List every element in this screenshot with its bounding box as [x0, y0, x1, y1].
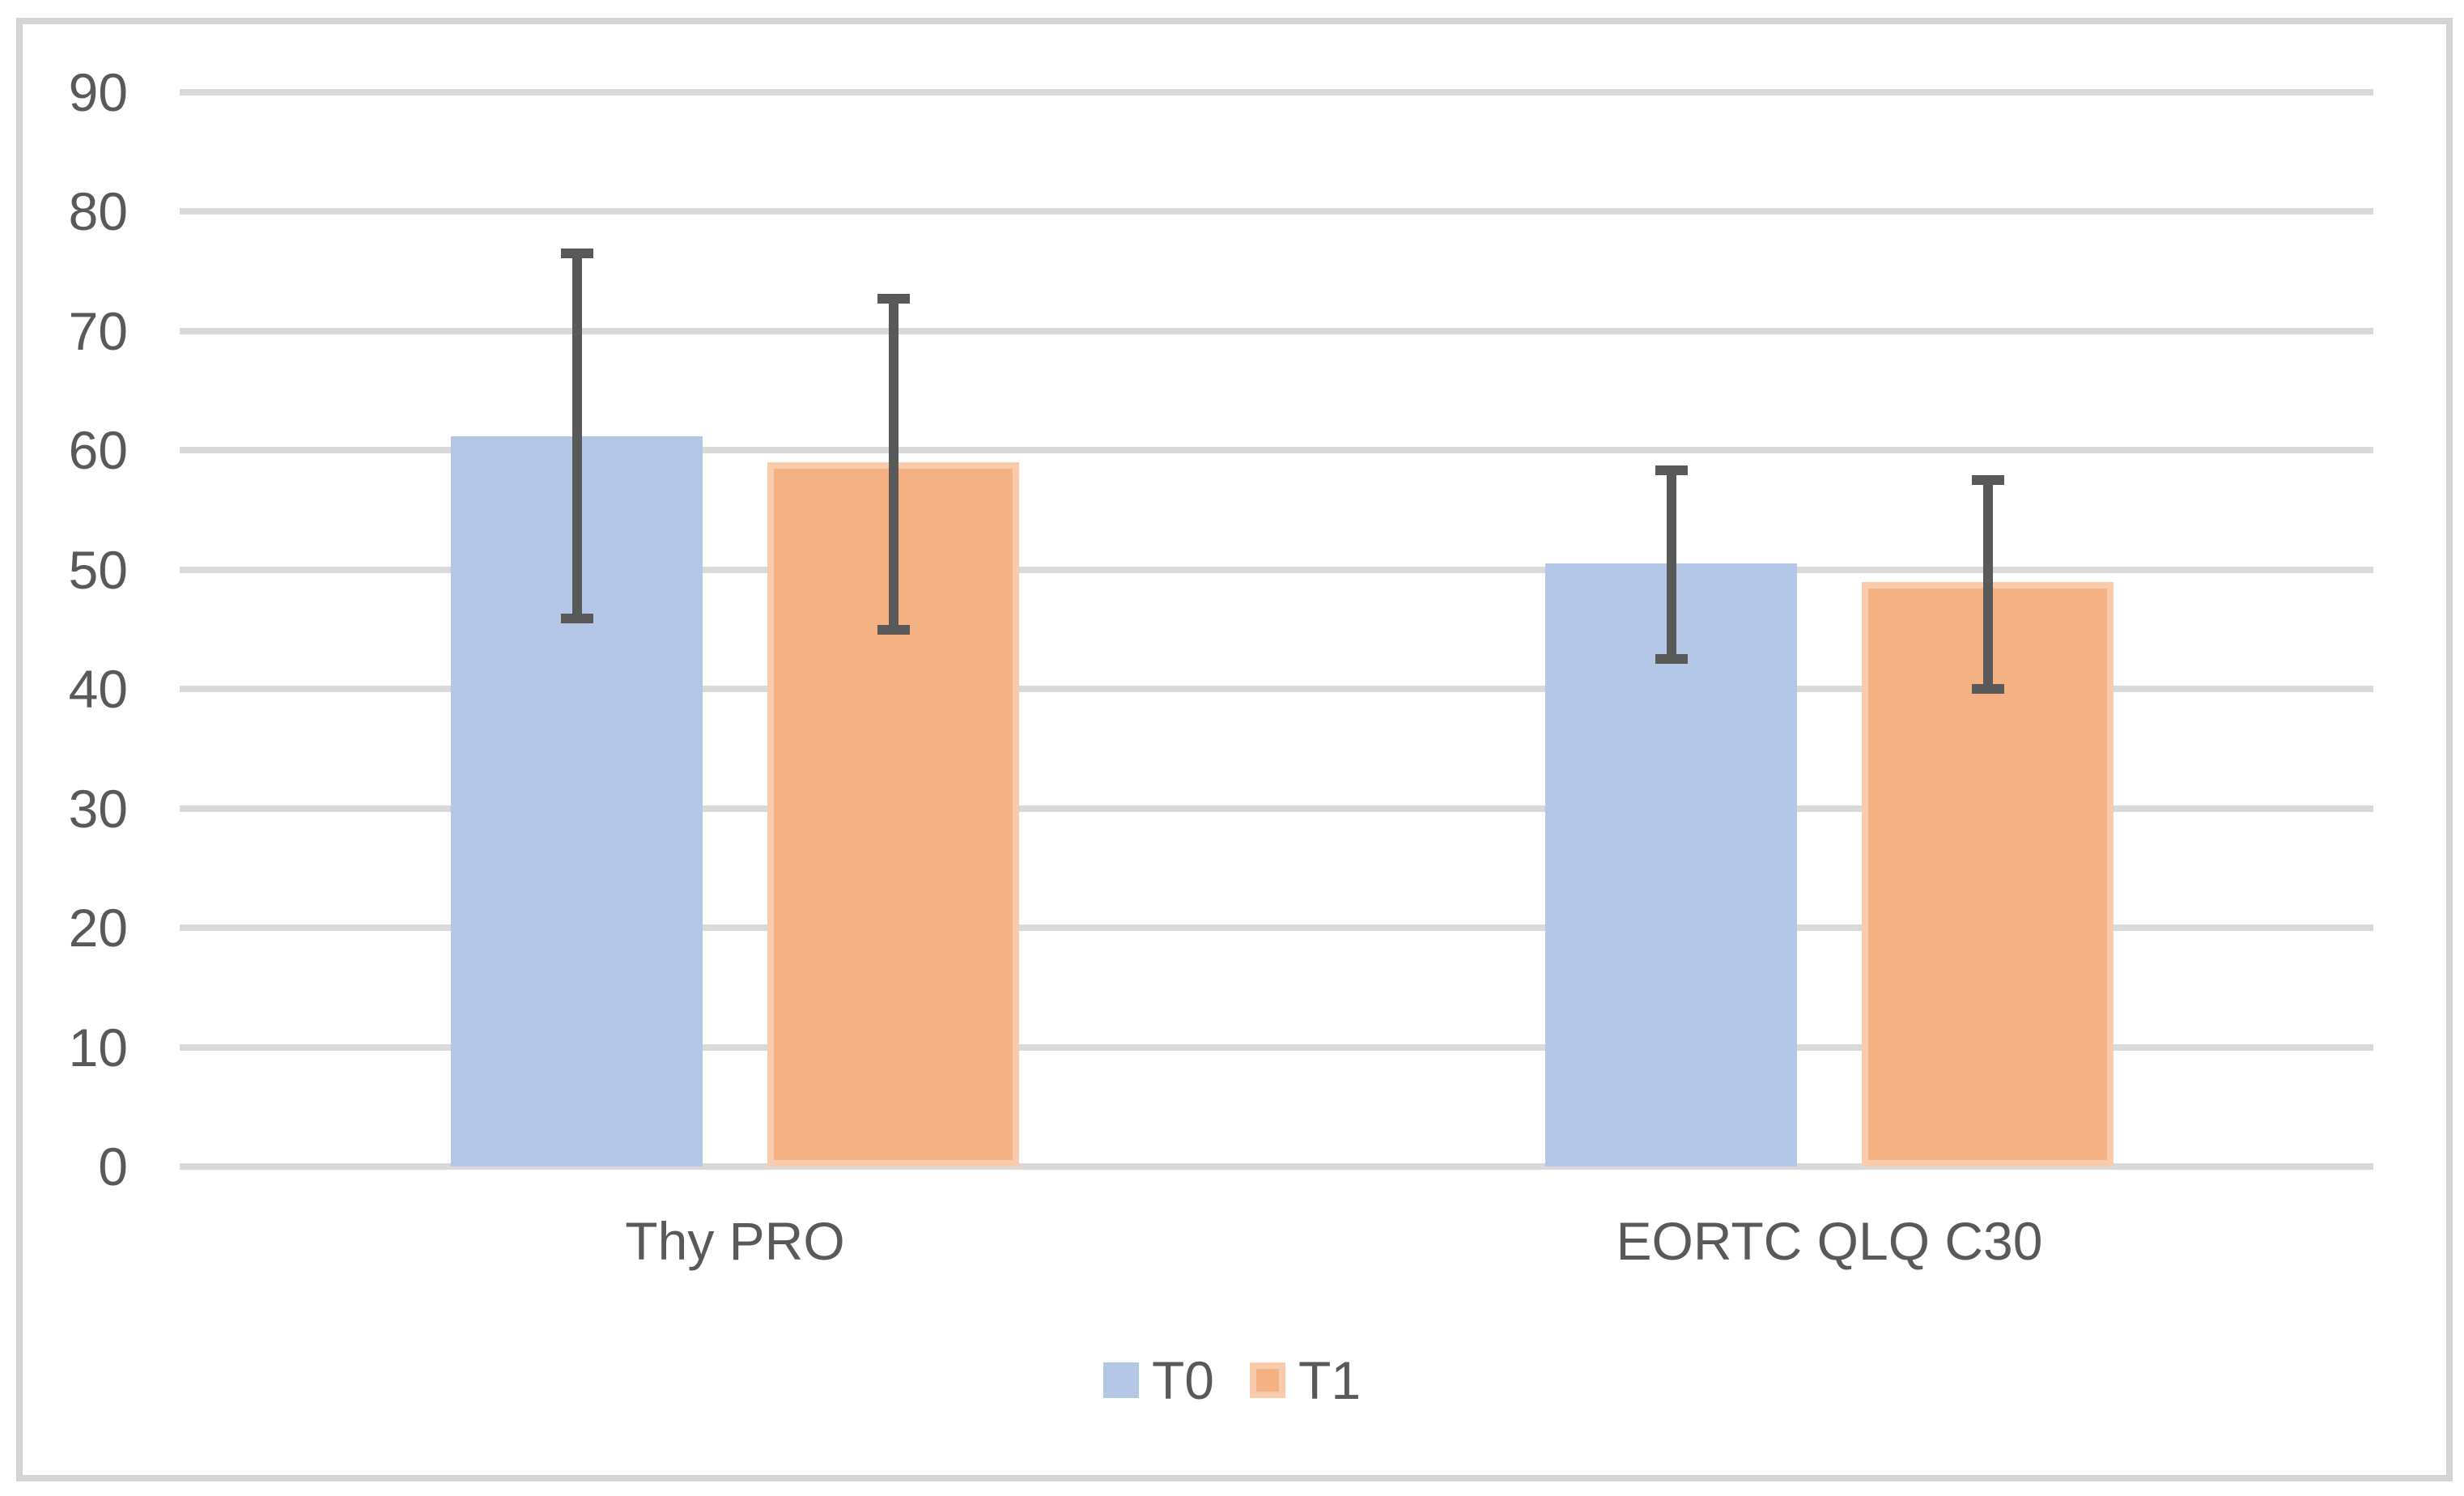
gridline [180, 686, 2373, 693]
y-axis-tick-label: 30 [68, 778, 128, 839]
y-axis-tick-label: 60 [68, 420, 128, 481]
error-bar-t0-eortc-qlq-c30 [1666, 470, 1676, 660]
bar-t1-thy-pro [767, 462, 1019, 1167]
y-axis-tick-label: 40 [68, 659, 128, 720]
y-axis-tick-label: 50 [68, 539, 128, 600]
error-bar-t1-thy-pro [888, 299, 899, 630]
category-label-eortc-qlq-c30: EORTC QLQ C30 [1616, 1211, 2043, 1271]
gridline [180, 1163, 2373, 1170]
error-bar-cap [1971, 475, 2004, 486]
error-bar-t1-eortc-qlq-c30 [1982, 480, 1993, 690]
legend-swatch-t1-icon [1250, 1362, 1285, 1398]
y-axis-tick-label: 0 [98, 1137, 128, 1196]
y-axis-tick-label: 70 [68, 300, 128, 361]
gridline [180, 805, 2373, 812]
gridline [180, 208, 2373, 215]
error-bar-cap [1655, 465, 1688, 476]
gridline [180, 566, 2373, 573]
gridline [180, 1043, 2373, 1051]
y-axis-tick-label: 90 [68, 62, 128, 122]
error-bar-cap [1971, 684, 2004, 695]
gridline [180, 924, 2373, 932]
legend: T0 T1 [1102, 1350, 1361, 1410]
error-bar-t0-thy-pro [571, 253, 582, 619]
error-bar-cap [1655, 654, 1688, 665]
gridline [180, 327, 2373, 334]
legend-label-t0: T0 [1151, 1350, 1214, 1410]
gridline [180, 89, 2373, 96]
legend-swatch-t0-icon [1102, 1362, 1139, 1398]
y-axis-tick-label: 20 [68, 898, 128, 958]
gridline [180, 447, 2373, 454]
bar-t1-eortc-qlq-c30 [1862, 581, 2114, 1167]
error-bar-cap [560, 249, 593, 259]
bar-t0-eortc-qlq-c30 [1545, 563, 1797, 1167]
error-bar-cap [560, 614, 593, 624]
legend-item-t1: T1 [1250, 1354, 1361, 1407]
y-axis-tick-label: 10 [68, 1017, 128, 1077]
error-bar-cap [877, 624, 910, 635]
error-bar-cap [877, 294, 910, 304]
category-label-thy-pro: Thy PRO [625, 1211, 845, 1271]
y-axis-tick-label: 80 [68, 181, 128, 242]
legend-item-t0: T0 [1102, 1350, 1214, 1410]
legend-label-t1: T1 [1298, 1350, 1362, 1410]
